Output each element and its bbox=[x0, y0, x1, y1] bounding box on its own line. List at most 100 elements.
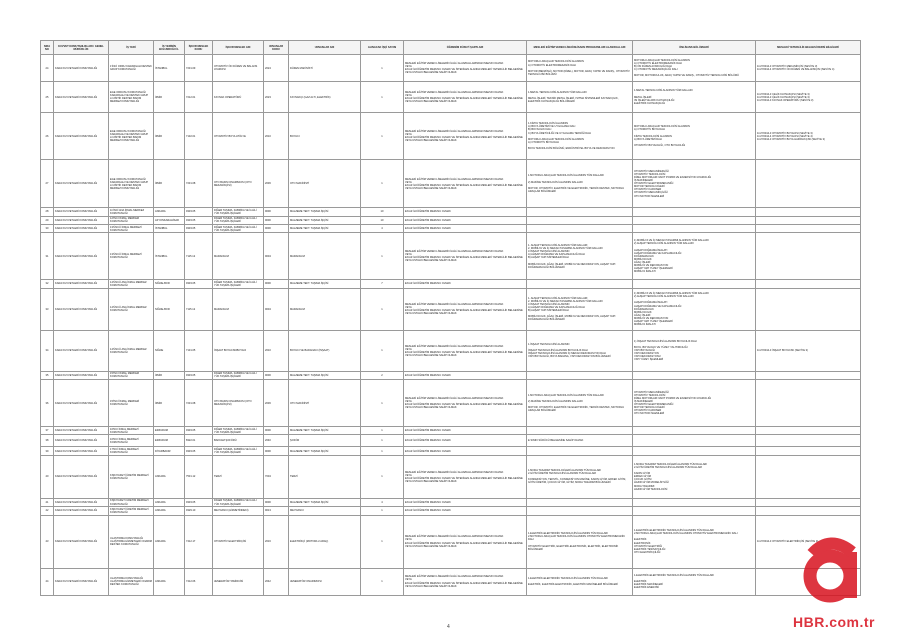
cell-sira-no: 34 bbox=[40, 329, 54, 372]
cell-onlisans: 1.MODA TASARIM TEKNOLOJİLERİ ALANININ TÜ… bbox=[632, 454, 756, 499]
cell-onlisans bbox=[632, 434, 756, 448]
cell-ogrenim: EN AZ İLKÖĞRETİM MEZUNU OLMAK bbox=[403, 506, 527, 516]
cell-isci-sayisi: 1 bbox=[360, 434, 404, 448]
cell-kuvvet: KARA KUVVETLERİ KOMUTANLIĞI bbox=[53, 232, 109, 281]
cell-lise-programlari: 1.METAL TEKNOLOJİSİ ALANININ TÜM DALLARI… bbox=[526, 81, 633, 114]
cell-meslek-adi: OTO BAKIM ONARIMCISI (OTO MEKANİKÇİSİ) bbox=[212, 379, 264, 428]
cell-unvan-kodu: 2036 bbox=[263, 159, 289, 209]
cell-unvan-kodu: 9000 bbox=[263, 215, 289, 225]
cell-unvan-kodu: 9000 bbox=[263, 497, 289, 508]
cell-belge bbox=[755, 370, 861, 381]
cell-kuvvet: KARA KUVVETLERİ KOMUTANLIĞI bbox=[53, 329, 109, 372]
cell-unvan-adi: MALZEME TEFT. TAŞIMA İŞÇİSİ bbox=[288, 426, 361, 436]
cell-isyeri: 16'NCI İKMAL MERKEZİ KOMUTANLIĞI bbox=[108, 434, 154, 448]
cell-meslek-kodu: 9333.05 bbox=[184, 426, 213, 436]
cell-isyeri: ULAŞTIRMA KOMUTANLIĞI ULAŞTIRMA HİZMETLE… bbox=[108, 567, 154, 596]
cell-meslek-kodu: 9333.05 bbox=[184, 446, 213, 456]
cell-isci-sayisi: 10 bbox=[360, 207, 404, 217]
cell-meslek-adi: DİĞER TAŞIMA, FABRİKA VE İLGİLİ YÜK TAŞI… bbox=[212, 370, 264, 381]
cell-isci-sayisi: 1 bbox=[360, 329, 404, 372]
cell-lise-programlari: 1.İNŞAAT TEKNOLOJİSİ ALANININ İNŞAAT TEK… bbox=[526, 329, 633, 372]
cell-ogrenim: MESLEKİ EĞİTİM VEREN LİSELERİN İLGİLİ AL… bbox=[403, 112, 527, 161]
cell-belge bbox=[755, 207, 861, 217]
cell-kuvvet: KARA KUVVETLERİ KOMUTANLIĞI bbox=[53, 567, 109, 596]
cell-isyeri: EGE ORDUSU KOMUTANLIĞI KARARGAH VE DESTE… bbox=[108, 159, 154, 209]
cell-isyeri: 11'İNCİ ANA İKMAL MERKEZ KOMUTANLIĞI bbox=[108, 207, 154, 217]
cell-meslek-adi: DİĞER TAŞIMA, FABRİKA VE İLGİLİ YÜK TAŞI… bbox=[212, 223, 264, 234]
cell-lise-programlari: MOTORLU ARAÇLAR TEKNOLOJİSİ ALANININ A) … bbox=[526, 54, 633, 83]
cell-lise-programlari bbox=[526, 215, 633, 225]
cell-unvan-adi: MARANGOZ bbox=[288, 287, 361, 331]
cell-meslek-kodu: 9333.05 bbox=[184, 279, 213, 289]
cell-onlisans bbox=[632, 370, 756, 381]
cell-sira-no: 41 bbox=[40, 497, 54, 508]
cell-unvan-kodu: 2040 bbox=[263, 434, 289, 448]
table-row: 26 KARA KUVVETLERİ KOMUTANLIĞI EGE ORDUSU … bbox=[40, 112, 861, 161]
cell-il: NİĞDE-BOR bbox=[153, 279, 185, 289]
cell-ogrenim: MESLEKİ EĞİTİM VEREN LİSELERİN İLGİLİ AL… bbox=[403, 232, 527, 281]
cell-isyeri: 12'İNCİ İKMAL MERKEZİ KOMUTANLIĞI bbox=[108, 215, 154, 225]
cell-meslek-kodu: 8322.01 bbox=[184, 434, 213, 448]
cell-onlisans bbox=[632, 497, 756, 508]
cell-sira-no: 37 bbox=[40, 426, 54, 436]
cell-belge bbox=[755, 497, 861, 508]
cell-lise-programlari bbox=[526, 446, 633, 456]
cell-unvan-adi: BOYACI VE BADANACI (İNŞAAT) bbox=[288, 329, 361, 372]
cell-isci-sayisi: 1 bbox=[360, 81, 404, 114]
cell-unvan-kodu: 2010 bbox=[263, 329, 289, 372]
cell-unvan-kodu: 2016 bbox=[263, 514, 289, 569]
cell-lise-programlari: 1.MOTORLU ARAÇLAR TEKNOLOJİSİ ALANININ T… bbox=[526, 379, 633, 428]
cell-kuvvet: KARA KUVVETLERİ KOMUTANLIĞI bbox=[53, 446, 109, 456]
cell-il: ERZURUM bbox=[153, 426, 185, 436]
cell-isyeri: 16'NCI İKMAL MERKEZİ KOMUTANLIĞI bbox=[108, 426, 154, 436]
watermark-logo-arc bbox=[807, 537, 856, 559]
cell-kuvvet: KARA KUVVETLERİ KOMUTANLIĞI bbox=[53, 223, 109, 234]
cell-isyeri: KIŞKIYAFETİ ÜRETİM MERKEZİ KOMUTANLIĞI bbox=[108, 497, 154, 508]
table-row: 34 KARA KUVVETLERİ KOMUTANLIĞI 14'ÜNCÜ ANA… bbox=[40, 329, 861, 372]
cell-meslek-adi: MEYDANCI (HİZMETİNDEKİ) bbox=[212, 506, 264, 516]
cell-belge bbox=[755, 223, 861, 234]
cell-onlisans: 1.METAL TEKNOLOJİSİ ALANININ TÜM DALLARI… bbox=[632, 81, 756, 114]
cell-meslek-kodu: 9333.05 bbox=[184, 207, 213, 217]
cell-il: ERZURUM bbox=[153, 434, 185, 448]
cell-meslek-kodu: 9333.05 bbox=[184, 215, 213, 225]
cell-meslek-kodu: 7115.12 bbox=[184, 287, 213, 331]
cell-unvan-adi: MALZEME TEFT. TAŞIMA İŞÇİSİ bbox=[288, 215, 361, 225]
header-belge: MESLEKİ YETERLİLİK BELGESİ DERSİ BİLGİLE… bbox=[755, 39, 861, 56]
cell-ogrenim: MESLEKİ EĞİTİM VEREN LİSELERİN İLGİLİ AL… bbox=[403, 514, 527, 569]
cell-unvan-adi: MALZEME TEFT. TAŞIMA İŞÇİSİ bbox=[288, 446, 361, 456]
cell-isyeri: 14'ÜNCÜ ANA İKMAL MERKEZ KOMUTANLIĞI bbox=[108, 287, 154, 331]
header-ogrenim: ÖĞRENİM DÜZEYİ ŞARTLARI bbox=[403, 39, 527, 56]
cell-isci-sayisi: 2 bbox=[360, 370, 404, 381]
cell-belge bbox=[755, 454, 861, 499]
watermark-text: HBR.com.tr bbox=[793, 614, 876, 630]
cell-ogrenim: EN AZ İLKÖĞRETİM MEZUNU OLMAK bbox=[403, 223, 527, 234]
cell-sira-no: 44 bbox=[40, 567, 54, 596]
cell-onlisans bbox=[632, 223, 756, 234]
table-row: 40 KARA KUVVETLERİ KOMUTANLIĞI KIŞKIYAFETİ… bbox=[40, 454, 861, 499]
cell-sira-no: 25 bbox=[40, 81, 54, 114]
table-body: 24 KARA KUVVETLERİ KOMUTANLIĞI 1'İNCİ ORDU… bbox=[40, 54, 861, 596]
cell-il: İZMİR bbox=[153, 112, 185, 161]
cell-unvan-adi: JENERATÖR ONARIMCISI bbox=[288, 567, 361, 596]
cell-isci-sayisi: 1 bbox=[360, 454, 404, 499]
table-row: 36 KARA KUVVETLERİ KOMUTANLIĞI 15'İNCİ İKM… bbox=[40, 379, 861, 428]
cell-sira-no: 43 bbox=[40, 514, 54, 569]
job-listing-table: SIRA NO KUVVET KOMUTANLIKLARI / GENEL MÜ… bbox=[40, 39, 861, 596]
cell-belge bbox=[755, 279, 861, 289]
cell-unvan-adi: MALZEME TEFT. TAŞIMA İŞÇİSİ bbox=[288, 279, 361, 289]
cell-onlisans: OTOMOTİV MEKANİKERLİĞİ OTOMOTİV TEKNOLOJ… bbox=[632, 379, 756, 428]
cell-isyeri: KIŞKIYAFETİ ÜRETİM MERKEZİ KOMUTANLIĞI bbox=[108, 506, 154, 516]
cell-lise-programlari: 1.ELEKTRİK-ELEKTRONİK TEKNOLOJİSİ ALANIN… bbox=[526, 514, 633, 569]
cell-belge bbox=[755, 506, 861, 516]
cell-belge: 11UY0044-3 OTOMOTİV MEKANİKÇİSİ (SEVİYE … bbox=[755, 54, 861, 83]
cell-isci-sayisi: 10 bbox=[360, 215, 404, 225]
cell-kuvvet: KARA KUVVETLERİ KOMUTANLIĞI bbox=[53, 159, 109, 209]
cell-meslek-adi: JENERATÖR TAMİRCİSİ bbox=[212, 567, 264, 596]
cell-isci-sayisi: 1 bbox=[360, 159, 404, 209]
cell-meslek-kodu: 9333.05 bbox=[184, 370, 213, 381]
cell-lise-programlari: 1. AHŞAP TEKNOLOJİSİ ALANININ TÜM DALLAR… bbox=[526, 232, 633, 281]
cell-belge bbox=[755, 446, 861, 456]
cell-isyeri: 15'İNCİ İKMAL MERKEZİ KOMUTANLIĞI bbox=[108, 370, 154, 381]
header-unvan-kodu: UNVANLAR KODU bbox=[263, 39, 289, 56]
